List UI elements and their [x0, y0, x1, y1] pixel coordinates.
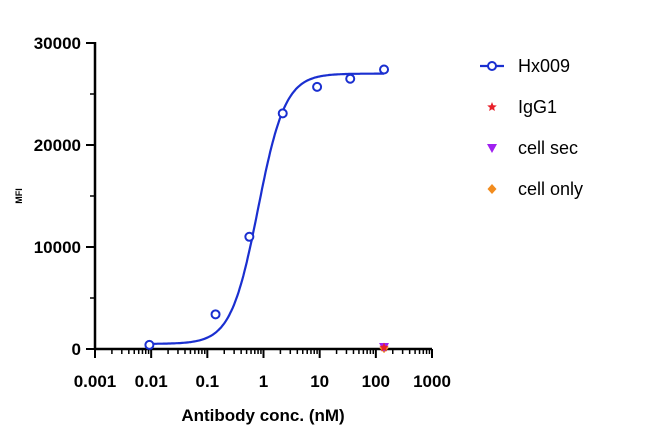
- x-tick-label: 1000: [413, 372, 451, 391]
- legend-label: cell sec: [518, 138, 578, 158]
- y-tick-label: 30000: [34, 34, 81, 53]
- legend-marker: [487, 144, 497, 153]
- y-tick-label: 10000: [34, 238, 81, 257]
- legend-marker: [487, 61, 497, 71]
- axes: [93, 42, 432, 351]
- legend-label: Hx009: [518, 56, 570, 76]
- data-point-hx009: [277, 108, 288, 119]
- fit-curves: [149, 72, 384, 345]
- legend-label: IgG1: [518, 97, 557, 117]
- x-tick-label: 1: [259, 372, 268, 391]
- legend-item: IgG1: [487, 97, 557, 117]
- y-tick-label: 20000: [34, 136, 81, 155]
- x-tick-label: 0.1: [196, 372, 220, 391]
- data-point-hx009: [144, 339, 155, 350]
- legend-marker: [487, 184, 497, 194]
- legend-item: Hx009: [480, 56, 570, 76]
- legend-item: cell only: [487, 179, 583, 199]
- y-tick-label: 0: [72, 340, 81, 359]
- data-point-hx009: [244, 231, 255, 242]
- data-point-hx009: [379, 64, 390, 75]
- y-ticks: 0 10000 20000 30000: [34, 34, 95, 359]
- data-point-igg1: [379, 342, 389, 352]
- data-points: [144, 64, 390, 354]
- x-tick-label: 100: [362, 372, 390, 391]
- x-tick-label: 10: [310, 372, 329, 391]
- data-point-hx009: [345, 73, 356, 84]
- x-ticks: 0.001 0.01 0.1 1 10 100 1000: [74, 349, 451, 391]
- data-point-hx009: [312, 81, 323, 92]
- legend-item: cell sec: [487, 138, 578, 158]
- y-axis-title: MFI: [14, 188, 24, 204]
- data-point-hx009: [210, 309, 221, 320]
- legend-marker: [487, 102, 497, 111]
- legend-label: cell only: [518, 179, 583, 199]
- fit-curve-hx009: [149, 72, 384, 345]
- legend: Hx009 IgG1 cell sec cell only: [480, 56, 583, 199]
- x-tick-label: 0.001: [74, 372, 117, 391]
- x-tick-label: 0.01: [135, 372, 168, 391]
- x-axis-title: Antibody conc. (nM): [181, 406, 344, 425]
